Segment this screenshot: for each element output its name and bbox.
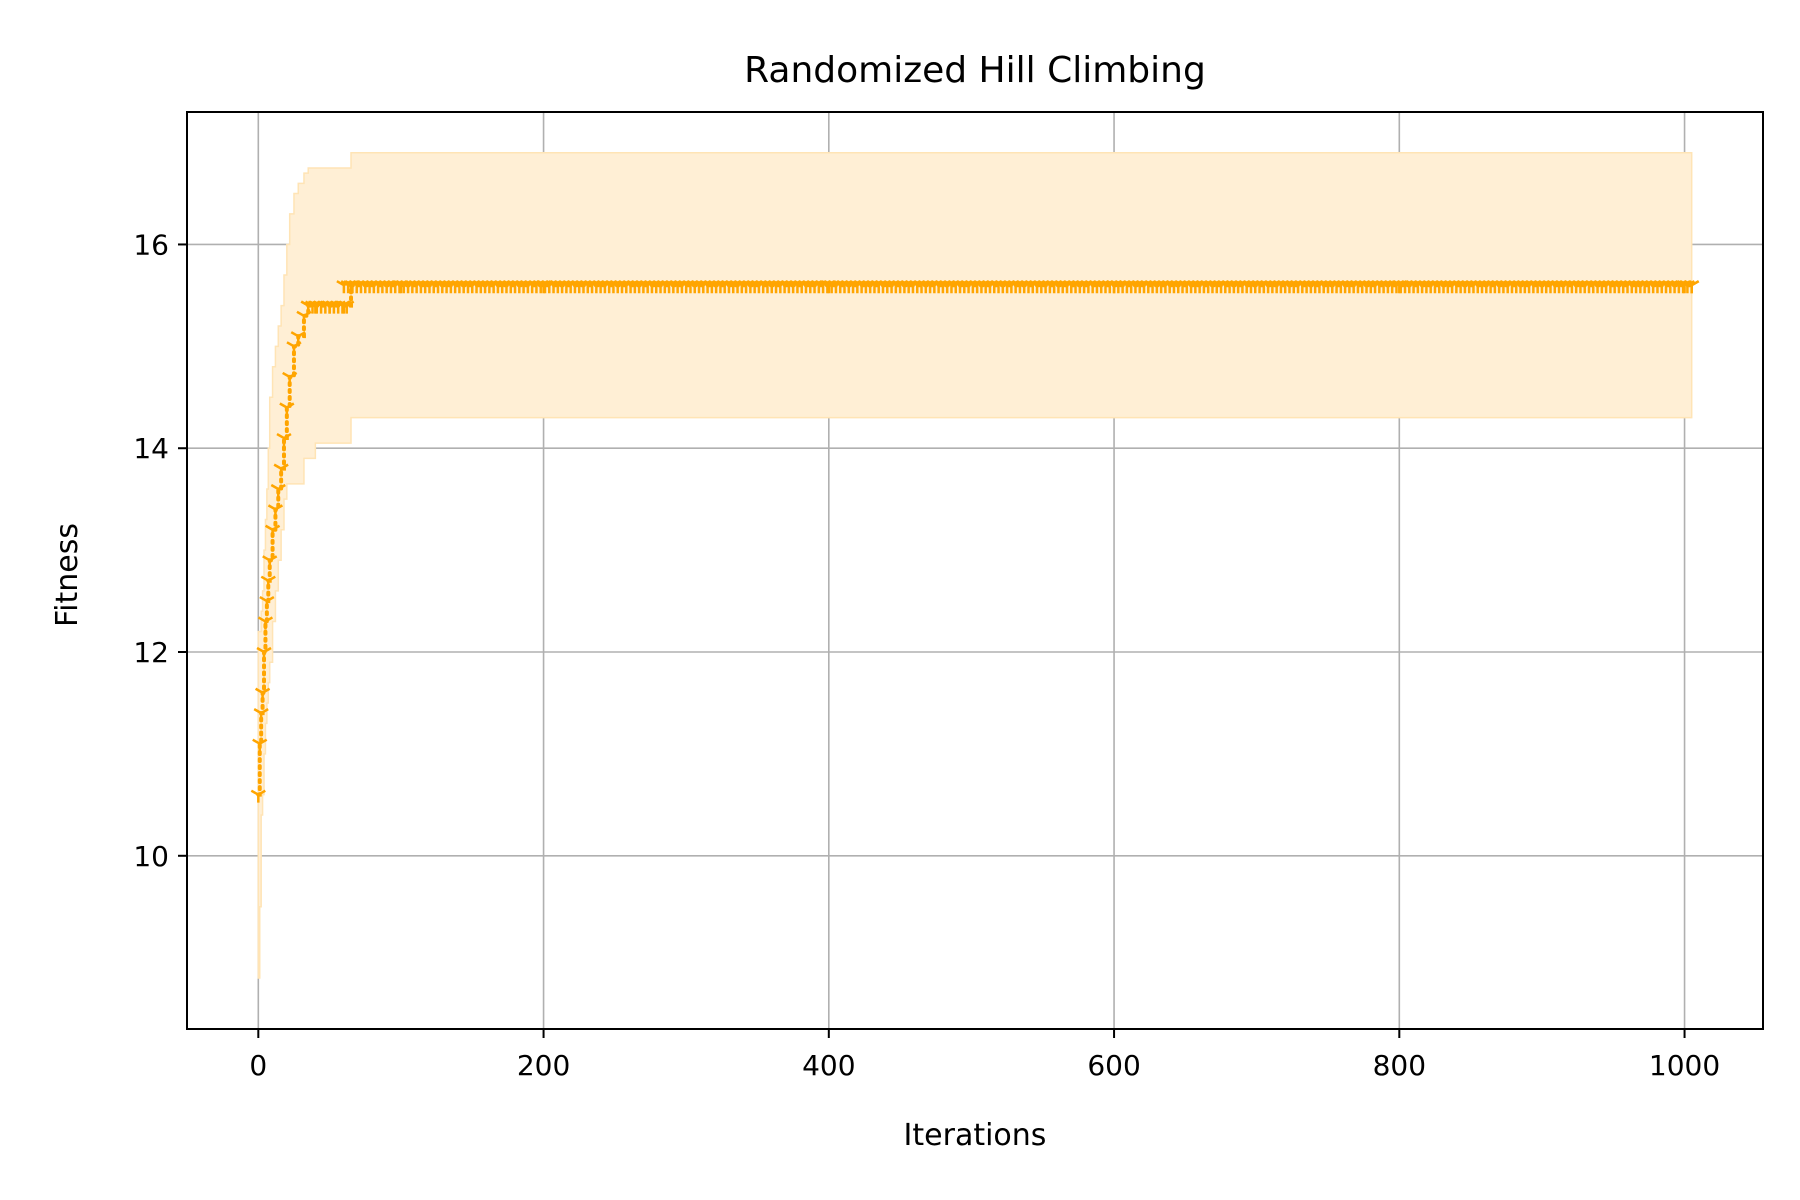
series-marker [279,402,295,416]
series-marker [257,616,274,630]
std-band [257,152,1693,979]
series-marker [250,789,266,803]
x-axis-label: Iterations [904,1118,1047,1153]
chart-title: Randomized Hill Climbing [744,50,1206,91]
x-tick-label: 600 [1087,1049,1140,1082]
series-marker [252,738,268,752]
x-axis-ticks: 0 200 400 600 800 1000 [249,1029,1720,1082]
x-tick-label: 0 [249,1049,267,1082]
series-marker [256,646,272,661]
x-tick-label: 800 [1373,1049,1426,1082]
y-tick-label: 12 [133,636,169,669]
series-marker [296,310,312,324]
y-tick-label: 16 [133,228,169,261]
series-marker [262,555,278,569]
series-marker [267,504,284,518]
series-marker [264,524,281,538]
series-marker [254,687,271,701]
y-axis-ticks: 10 12 14 16 [133,228,187,873]
series-marker [270,483,286,497]
series-group [250,280,1700,803]
series-marker [286,341,302,355]
x-tick-label: 200 [517,1049,570,1082]
series-marker [282,371,298,385]
plot-frame [186,111,1764,1030]
series-marker [260,575,276,589]
std-band-area [257,152,1693,979]
series-marker [259,595,275,610]
x-tick-label: 1000 [1649,1049,1720,1082]
series-marker [1684,280,1700,294]
series-marker [276,432,292,447]
y-tick-label: 10 [133,840,169,873]
series-marker [339,300,355,314]
series-marker [290,331,306,345]
x-tick-label: 400 [802,1049,855,1082]
series-marker [253,708,269,722]
y-tick-label: 14 [133,432,169,465]
y-axis-label: Fitness [50,523,85,627]
series-marker [273,463,289,477]
